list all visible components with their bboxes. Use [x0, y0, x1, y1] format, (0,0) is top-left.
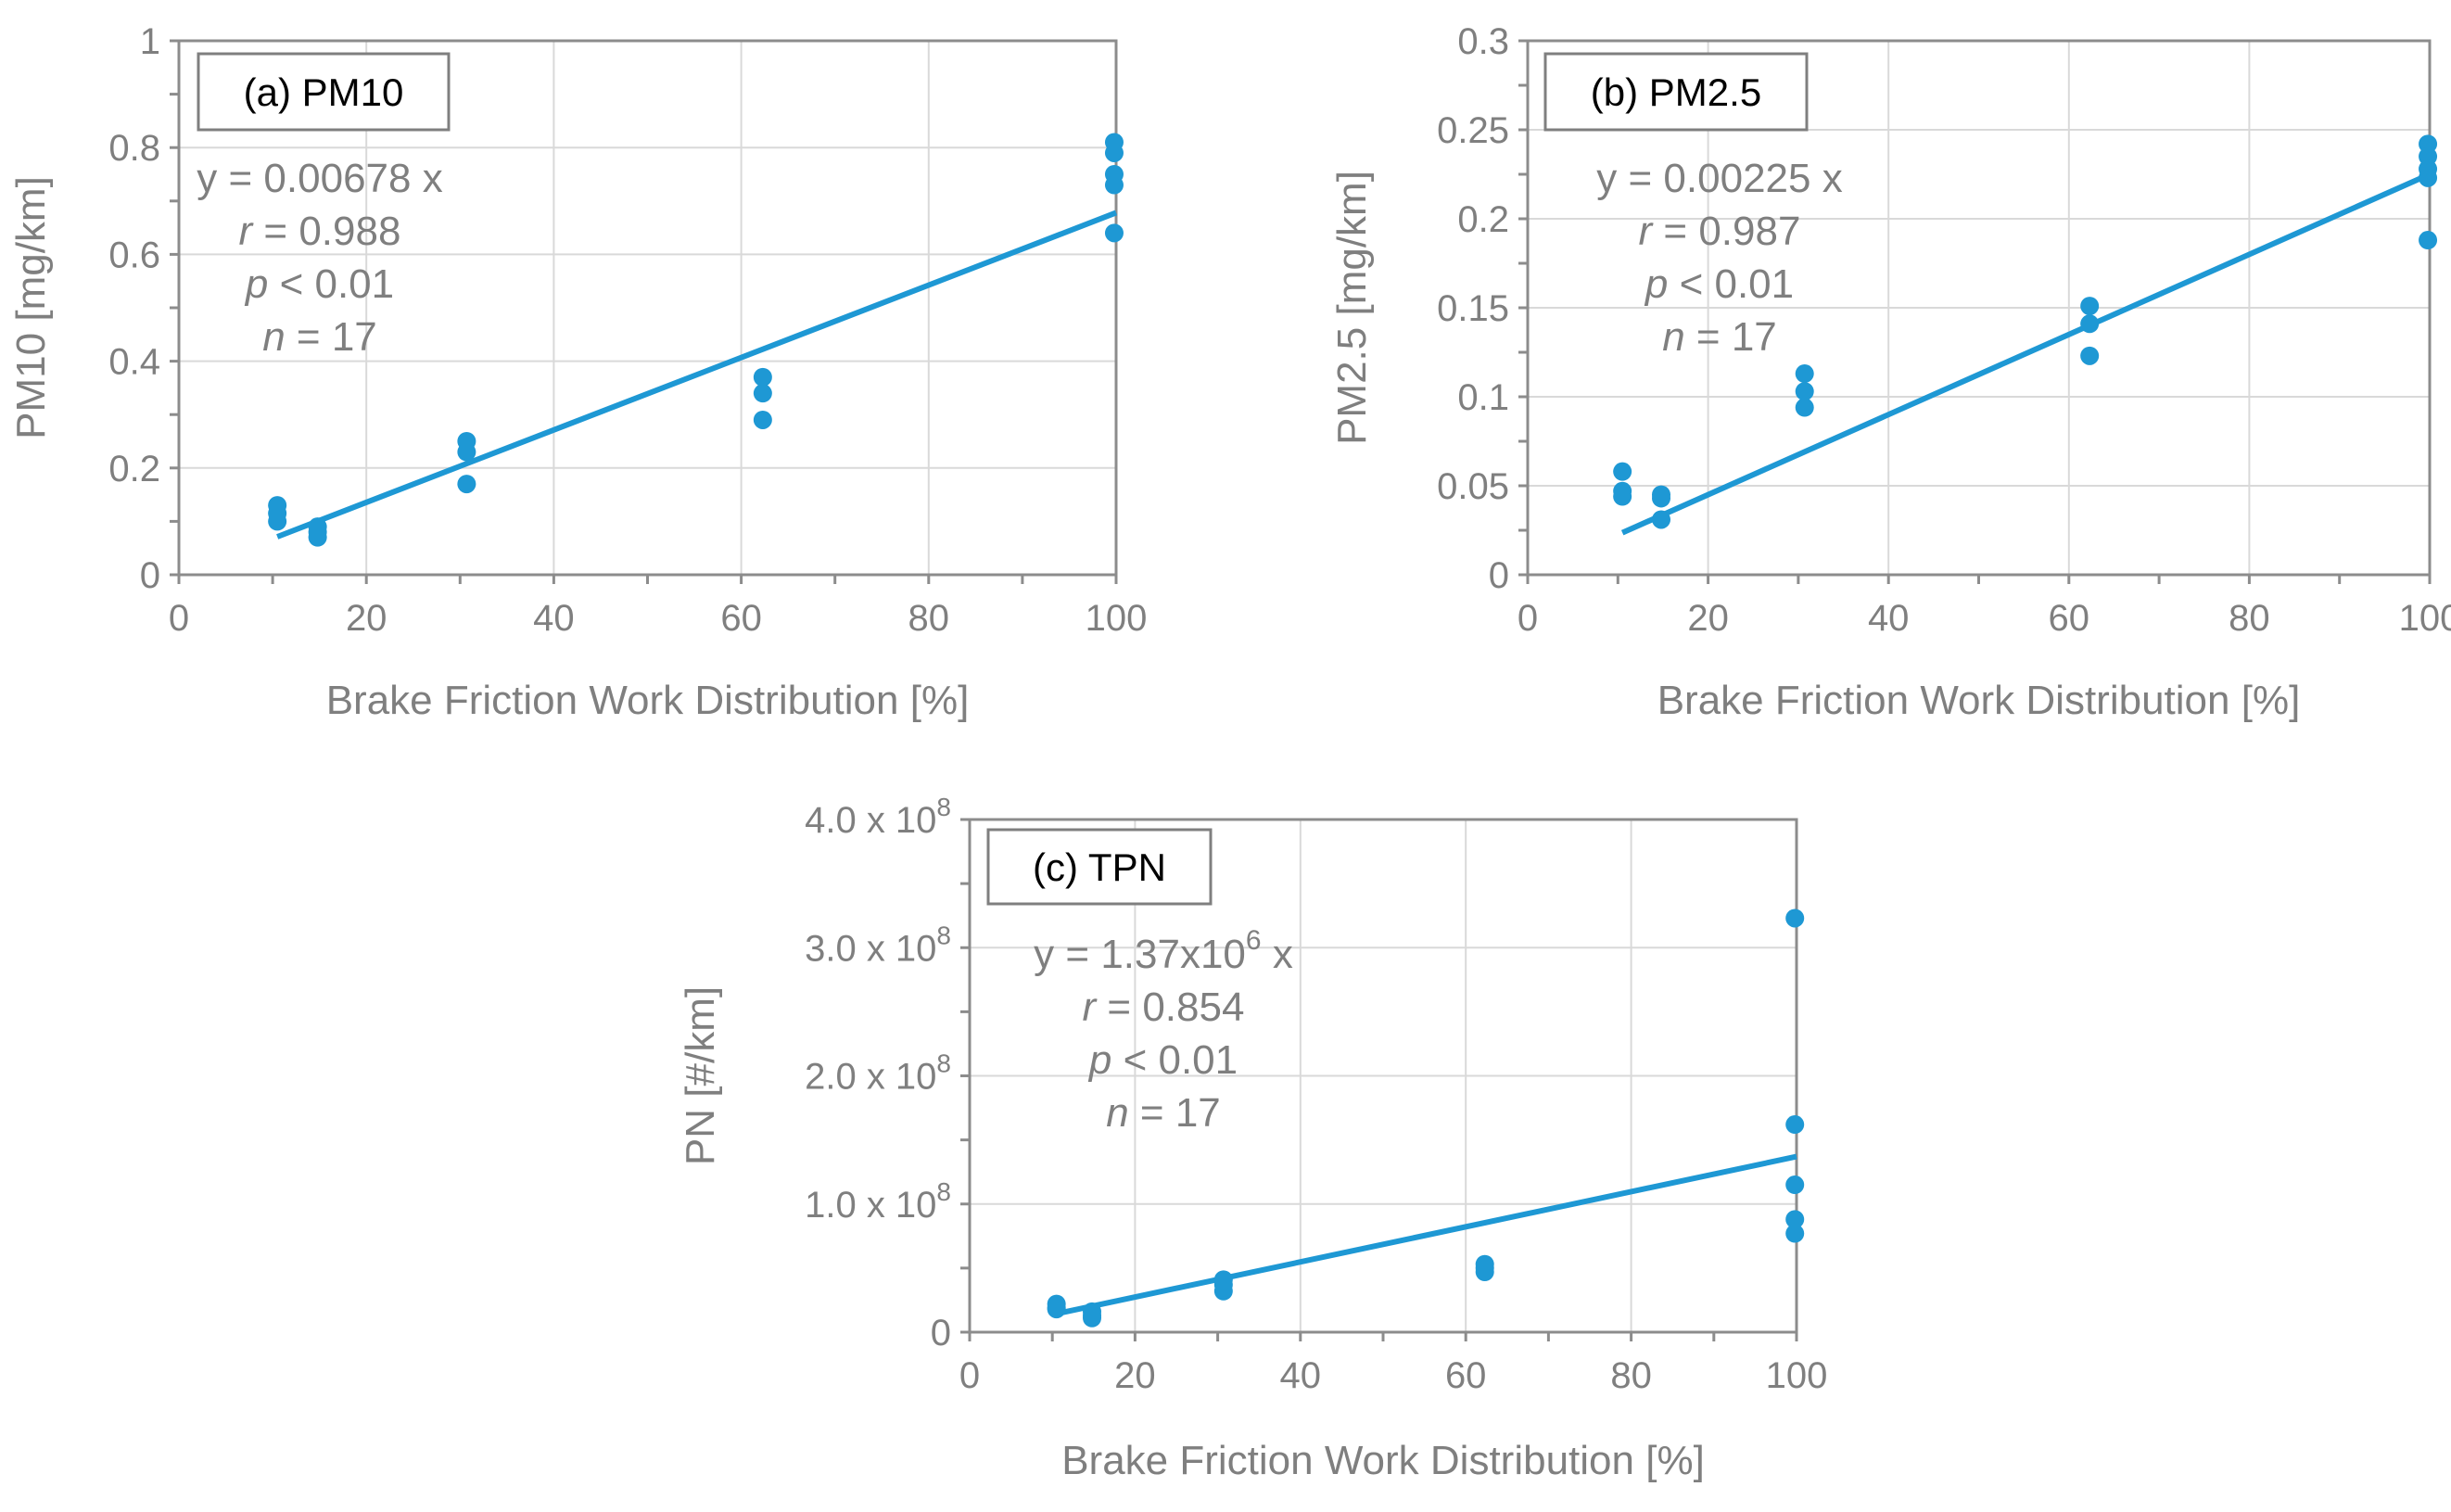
- x-tick-label: 80: [2229, 598, 2270, 639]
- x-tick-label: 100: [1086, 598, 1148, 639]
- y-tick-label: 4.0 x 108: [805, 793, 951, 841]
- data-point: [2419, 168, 2438, 187]
- stats-line: r = 0.854: [1083, 985, 1245, 1030]
- panel-label: (b) PM2.5: [1591, 70, 1761, 114]
- data-point: [1613, 487, 1632, 506]
- x-tick-label: 40: [1868, 598, 1910, 639]
- y-tick-label: 0.2: [1457, 199, 1509, 240]
- x-tick-label: 0: [1518, 598, 1538, 639]
- x-axis-title: Brake Friction Work Distribution [%]: [326, 678, 970, 723]
- y-tick-label: 0: [1489, 555, 1509, 596]
- data-point: [1795, 398, 1814, 417]
- x-tick-label: 100: [1766, 1355, 1828, 1396]
- regression-line: [1056, 1153, 1797, 1317]
- data-point: [2080, 346, 2100, 365]
- y-tick-label: 0.05: [1437, 466, 1509, 507]
- stats-line: p < 0.01: [1087, 1037, 1238, 1083]
- y-tick-label: 1.0 x 108: [805, 1177, 951, 1226]
- x-tick-label: 0: [169, 598, 189, 639]
- stats-line: p < 0.01: [244, 261, 394, 307]
- data-point: [268, 512, 287, 531]
- panel-label-box: [986, 828, 1213, 906]
- x-tick-label: 80: [1610, 1355, 1652, 1396]
- y-tick-label: 0: [140, 555, 160, 596]
- regression-line: [1620, 172, 2432, 536]
- stats-line: r = 0.987: [1639, 209, 1801, 254]
- stats-line: n = 17: [262, 314, 377, 360]
- y-tick-label: 0.15: [1437, 288, 1509, 329]
- chart-panel-2: 0 20 40 60 80 100 0 0.05 0.1 0.15 0.2 0.25 0.3 Brake …: [1329, 21, 2451, 723]
- data-point: [1785, 908, 1805, 928]
- y-tick-label: 2.0 x 108: [805, 1049, 951, 1098]
- data-point: [1652, 510, 1671, 529]
- stats-line: r = 0.988: [239, 209, 401, 254]
- data-point: [308, 527, 327, 547]
- y-axis-title: PN [#/km]: [678, 986, 723, 1165]
- x-tick-label: 0: [959, 1355, 980, 1396]
- data-point: [753, 410, 772, 429]
- x-tick-label: 40: [1280, 1355, 1322, 1396]
- y-tick-label: 0.6: [108, 235, 160, 275]
- data-point: [1795, 364, 1814, 384]
- panel-label: (a) PM10: [244, 70, 404, 114]
- panel-label-box: [1543, 52, 1809, 132]
- y-tick-label: 1: [140, 21, 160, 62]
- data-point: [1613, 462, 1632, 481]
- data-point: [457, 475, 476, 494]
- x-tick-label: 100: [2399, 598, 2451, 639]
- stats-line: y = 1.37x106 x: [1034, 925, 1293, 977]
- y-tick-label: 0.25: [1437, 110, 1509, 151]
- y-tick-label: 0.1: [1457, 377, 1509, 418]
- chart-panel-1: 0 20 40 60 80 100 0 0.2 0.4 0.6 0.8 1 Brake Friction…: [8, 21, 1147, 723]
- y-tick-label: 3.0 x 108: [805, 921, 951, 969]
- y-tick-label: 0.8: [108, 128, 160, 169]
- data-point: [1785, 1210, 1805, 1229]
- x-axis-title: Brake Friction Work Distribution [%]: [1657, 678, 2301, 723]
- y-tick-label: 0.2: [108, 449, 160, 489]
- data-point: [1213, 1281, 1233, 1301]
- y-axis-title: PM2.5 [mg/km]: [1329, 171, 1375, 445]
- panel-label-box: [197, 52, 451, 132]
- data-point: [1047, 1300, 1066, 1319]
- regression-line: [276, 210, 1118, 540]
- stats-line: p < 0.01: [1644, 261, 1794, 307]
- data-point: [1785, 1175, 1805, 1195]
- data-point: [1785, 1115, 1805, 1135]
- stats-line: y = 0.00225 x: [1596, 156, 1842, 201]
- stats-line: n = 17: [1106, 1090, 1221, 1136]
- data-point: [1104, 175, 1124, 195]
- stats-line: y = 0.00678 x: [197, 156, 442, 201]
- x-tick-label: 60: [2049, 598, 2090, 639]
- data-point: [2080, 314, 2100, 334]
- x-tick-label: 20: [1687, 598, 1729, 639]
- x-tick-label: 80: [908, 598, 950, 639]
- data-point: [1475, 1263, 1494, 1282]
- x-tick-label: 60: [1445, 1355, 1487, 1396]
- data-point: [1785, 1224, 1805, 1243]
- x-tick-label: 60: [720, 598, 762, 639]
- stats-line: n = 17: [1662, 314, 1777, 360]
- y-tick-label: 0.4: [108, 342, 160, 383]
- data-point: [1104, 223, 1124, 243]
- data-point: [1652, 489, 1671, 508]
- x-tick-label: 20: [346, 598, 387, 639]
- x-tick-label: 40: [533, 598, 575, 639]
- data-point: [753, 384, 772, 403]
- y-tick-label: 0: [931, 1313, 951, 1353]
- chart-panel-3: 0 20 40 60 80 100 0 1.0 x 108 2.0 x 108 3.0 x 108…: [678, 793, 1827, 1483]
- y-tick-label: 0.3: [1457, 21, 1509, 62]
- y-axis-title: PM10 [mg/km]: [8, 176, 54, 439]
- data-point: [1795, 382, 1814, 401]
- data-point: [2419, 231, 2438, 250]
- data-point: [457, 442, 476, 462]
- panel-label: (c) TPN: [1033, 845, 1166, 889]
- data-point: [753, 367, 772, 387]
- x-axis-title: Brake Friction Work Distribution [%]: [1061, 1438, 1705, 1483]
- data-point: [2080, 297, 2100, 316]
- data-point: [1083, 1308, 1102, 1328]
- data-point: [1104, 143, 1124, 162]
- x-tick-label: 20: [1114, 1355, 1156, 1396]
